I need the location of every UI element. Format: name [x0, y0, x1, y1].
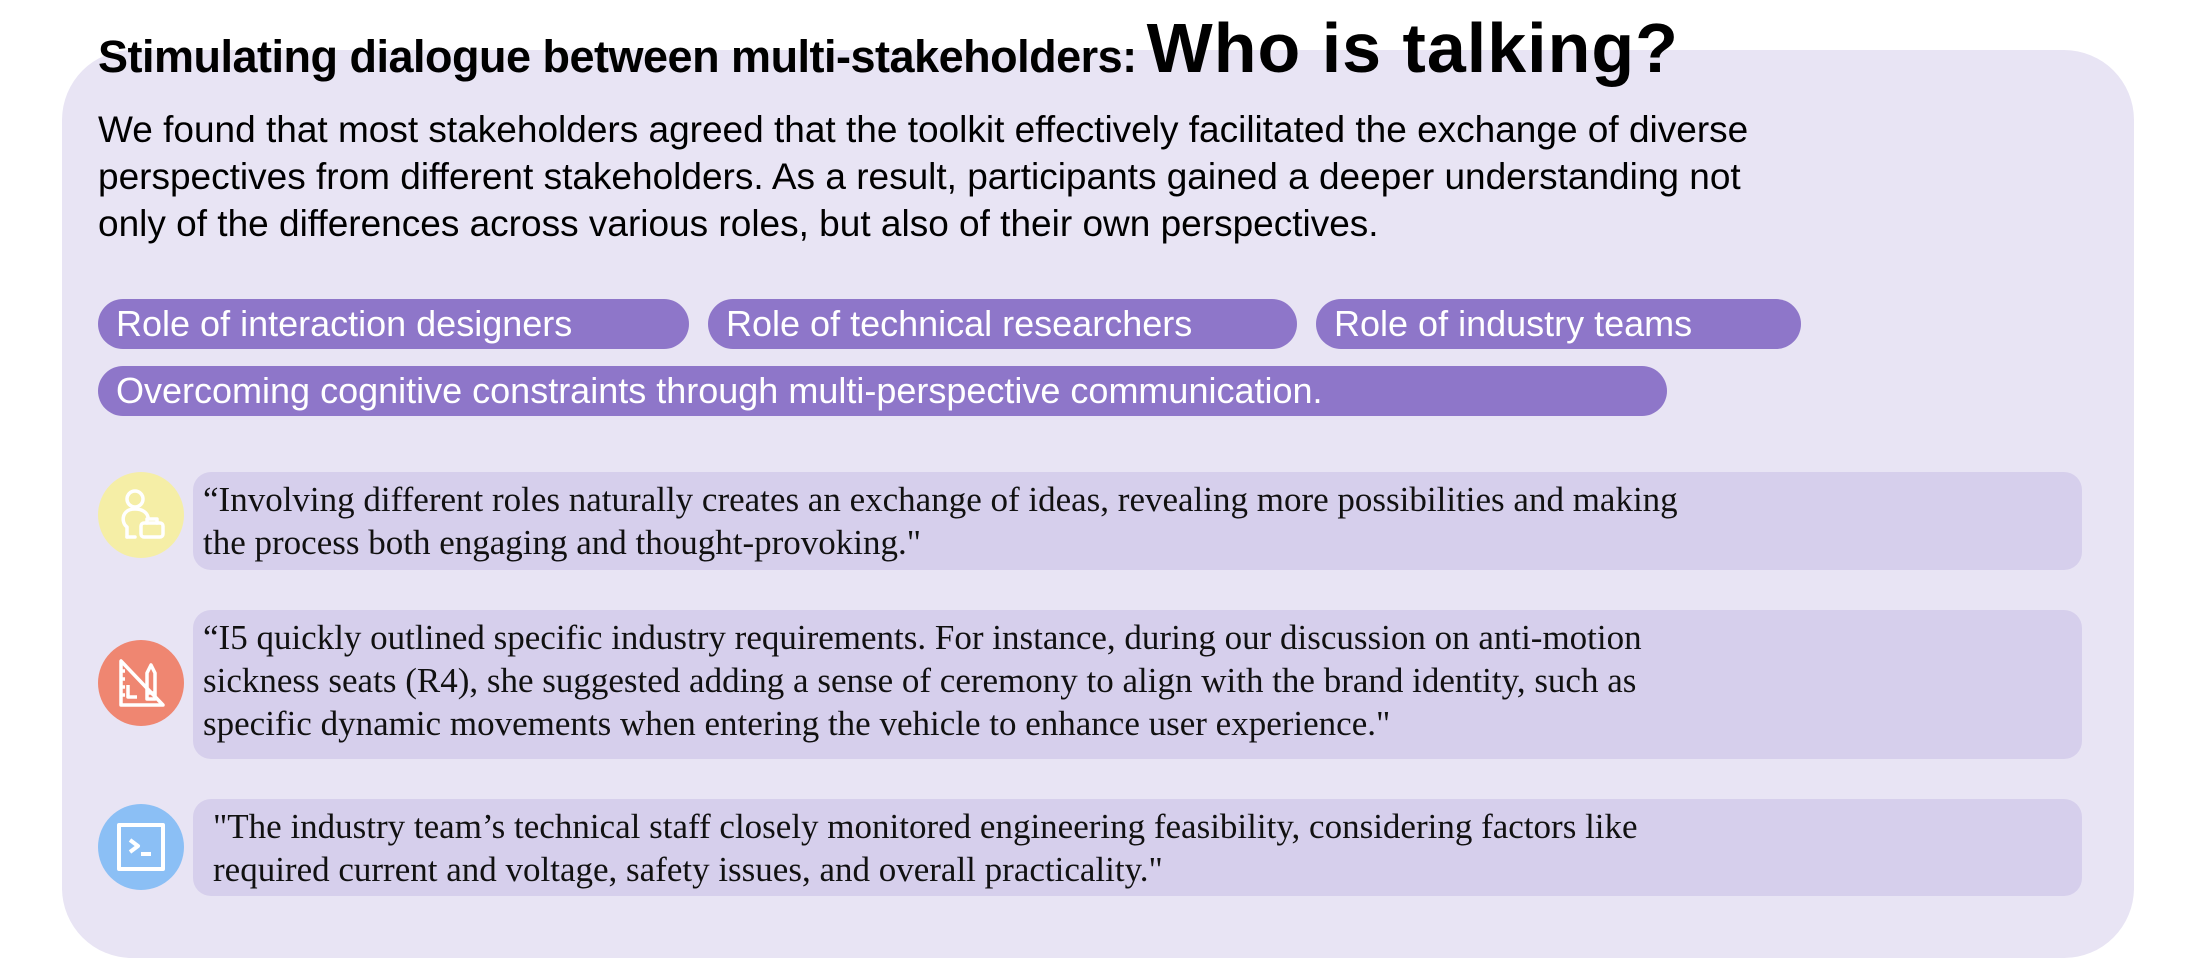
page-title: Stimulating dialogue between multi-stake… [98, 8, 1679, 88]
tag-cognitive-constraints: Overcoming cognitive constraints through… [98, 366, 1667, 416]
quote-line: "The industry team’s technical staff clo… [213, 807, 1638, 846]
quote-line: sickness seats (R4), she suggested addin… [203, 661, 1637, 700]
tag-technical-researchers: Role of technical researchers [708, 299, 1297, 349]
intro-paragraph: We found that most stakeholders agreed t… [98, 106, 1748, 247]
terminal-icon [98, 804, 184, 890]
quote-line: “I5 quickly outlined specific industry r… [203, 618, 1642, 657]
tag-industry-teams: Role of industry teams [1316, 299, 1801, 349]
quote-box: "The industry team’s technical staff clo… [193, 799, 2082, 896]
title-headline: Who is talking? [1146, 9, 1679, 87]
quote-line: required current and voltage, safety iss… [213, 850, 1163, 889]
intro-line: perspectives from different stakeholders… [98, 156, 1741, 197]
intro-line: We found that most stakeholders agreed t… [98, 109, 1749, 150]
title-subtitle: Stimulating dialogue between multi-stake… [98, 31, 1137, 82]
quote-line: specific dynamic movements when entering… [203, 704, 1391, 743]
tag-interaction-designers: Role of interaction designers [98, 299, 689, 349]
person-briefcase-icon [98, 472, 184, 558]
intro-line: only of the differences across various r… [98, 203, 1379, 244]
quote-line: “Involving different roles naturally cre… [203, 480, 1678, 519]
quote-box: “Involving different roles naturally cre… [193, 472, 2082, 570]
quote-box: “I5 quickly outlined specific industry r… [193, 610, 2082, 759]
ruler-pencil-icon [98, 640, 184, 726]
quote-line: the process both engaging and thought-pr… [203, 523, 922, 562]
